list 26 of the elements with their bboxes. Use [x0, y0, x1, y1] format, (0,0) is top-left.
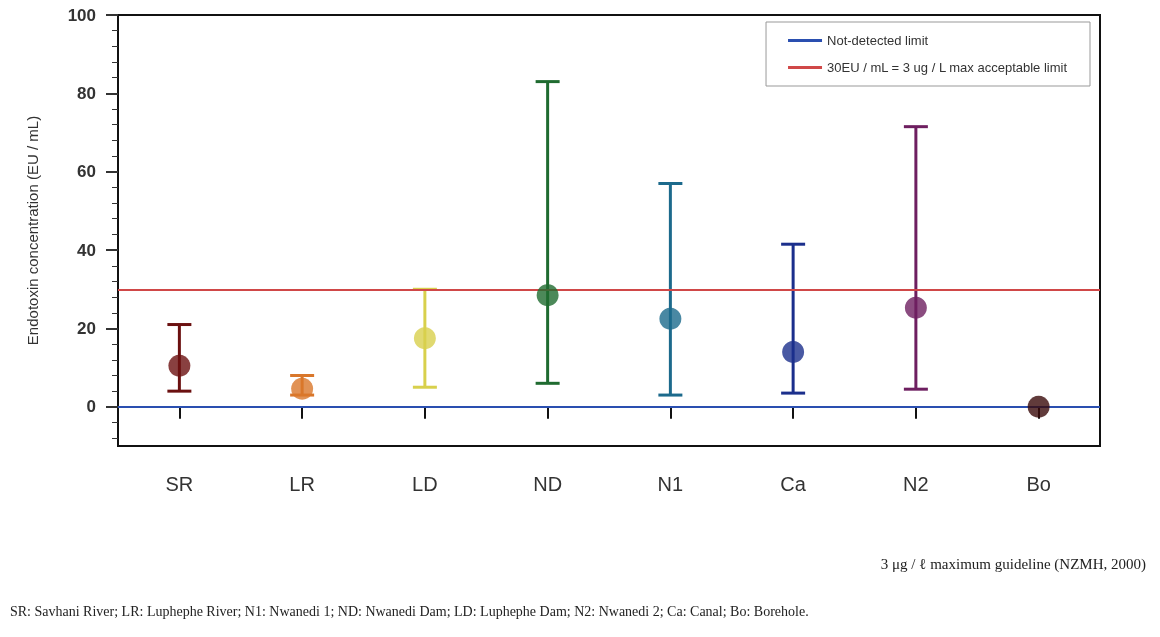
x-tick-label: ND	[533, 473, 563, 495]
x-tick-label: SR	[165, 473, 194, 495]
point	[904, 296, 927, 319]
x-tick-label: N1	[657, 473, 684, 495]
x-tick-label: Bo	[1026, 473, 1051, 495]
point	[168, 354, 191, 377]
legend-label: Not-detected limit	[827, 33, 929, 48]
text: SR: Savhani River; LR: Luphephe River; N1: Nwanedi 1; ND: Nwanedi Dam; LD: Luphephe Dam; N2: Nwanedi 2; Ca: Canal; Bo: Borehole.	[10, 603, 809, 619]
y-tick-label: 0	[86, 397, 96, 417]
y-tick-label: 80	[77, 83, 96, 103]
legend-label: 30EU / mL = 3 ug / L max acceptable limit	[827, 60, 1068, 75]
x-tick-label: Ca	[780, 473, 807, 495]
y-tick-label: 60	[77, 162, 96, 182]
text: 3 μg / ℓ maximum guideline (NZMH, 2000)	[880, 555, 1147, 573]
x-tick-label: LR	[289, 473, 315, 495]
point	[413, 327, 436, 350]
point	[536, 284, 559, 307]
x-tick-label: LD	[412, 473, 438, 495]
point	[659, 307, 682, 330]
point	[782, 340, 805, 363]
y-axis-title: Endotoxin concentration (EU / mL)	[24, 115, 41, 346]
y-tick-label: 40	[77, 240, 96, 260]
y-tick-label: 100	[67, 5, 96, 25]
point	[1027, 395, 1050, 418]
y-tick-label: 20	[77, 318, 96, 338]
x-tick-label: N2	[903, 473, 929, 495]
